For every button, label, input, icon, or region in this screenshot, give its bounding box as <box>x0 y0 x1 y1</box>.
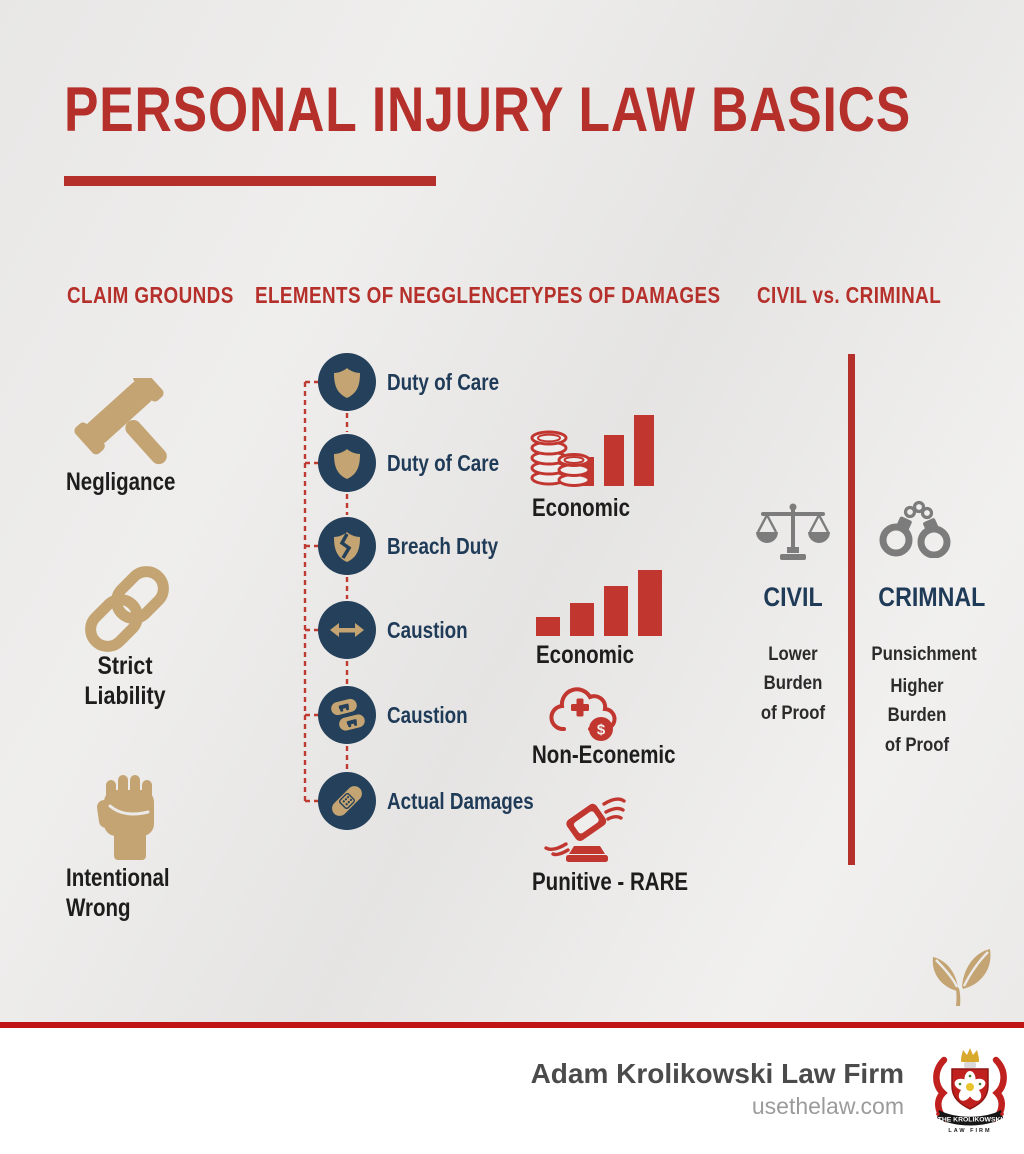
law-firm-crest-logo: THE KROLIKOWSKI LAW FIRM <box>928 1046 1012 1143</box>
claim-ground-label: Strict Liability <box>84 652 166 710</box>
coins-and-bars-icon <box>528 406 666 495</box>
page-title: PERSONAL INJURY LAW BASICS <box>64 75 912 145</box>
element-label: Caustion <box>387 617 468 643</box>
handcuffs-icon <box>876 500 958 563</box>
criminal-line1: Punsichment <box>871 643 977 665</box>
header-types-of-damages: TYPES OF DAMAGES <box>519 282 721 308</box>
leaf-sprout-icon <box>926 942 994 1013</box>
shield-icon <box>318 353 376 411</box>
header-elements-of-negligence: ELEMENTS OF NEGGLENCE <box>255 282 523 308</box>
winged-gavel-icon <box>540 792 632 871</box>
bandage-icon <box>318 772 376 830</box>
svg-text:$: $ <box>597 722 606 739</box>
medical-cloud-dollar-icon: $ <box>546 684 624 751</box>
civil-title: CIVIL <box>763 582 823 612</box>
raised-fist-icon <box>88 770 172 867</box>
firm-name: Adam Krolikowski Law Firm <box>530 1058 904 1089</box>
double-arrow-icon <box>318 601 376 659</box>
gavel-icon <box>72 369 184 479</box>
civil-criminal-divider <box>848 354 855 865</box>
footer-rule <box>0 1022 1024 1028</box>
chain-link-icon <box>84 565 176 662</box>
element-label: Caustion <box>387 702 468 728</box>
footer-text-block: Adam Krolikowski Law Firm usethelaw.com <box>300 1058 904 1120</box>
civil-description: Lower Burden of Proof <box>760 643 826 724</box>
damage-label: Economic <box>532 494 630 522</box>
element-label: Duty of Care <box>387 450 500 476</box>
damage-label: Economic <box>536 641 634 669</box>
criminal-line2: Higher Burden of Proof <box>884 675 950 756</box>
dashed-connector <box>295 368 405 823</box>
crest-subtitle-text: LAW FIRM <box>948 1128 991 1134</box>
shield-icon <box>318 434 376 492</box>
crest-banner-text: THE KROLIKOWSKI <box>938 1117 1003 1124</box>
scales-icon <box>754 500 834 571</box>
title-underline <box>64 176 436 186</box>
element-label: Actual Damages <box>387 788 534 814</box>
header-civil-vs-criminal: CIVIL vs. CRIMINAL <box>757 282 942 308</box>
claim-ground-label: Intentional Wrong <box>66 864 170 922</box>
damage-label: Punitive - RARE <box>532 868 689 896</box>
element-label: Breach Duty <box>387 533 499 559</box>
website-url[interactable]: usethelaw.com <box>751 1093 904 1119</box>
damage-label: Non-Econemic <box>532 741 676 769</box>
rising-bars-icon <box>536 570 672 641</box>
header-claim-grounds: CLAIM GROUNDS <box>67 282 234 308</box>
footer <box>0 1028 1024 1154</box>
collision-icon <box>318 686 376 744</box>
claim-ground-label: Negligance <box>66 468 176 496</box>
broken-shield-icon <box>318 517 376 575</box>
criminal-title: CRIMNAL <box>878 582 986 612</box>
element-label: Duty of Care <box>387 369 500 395</box>
